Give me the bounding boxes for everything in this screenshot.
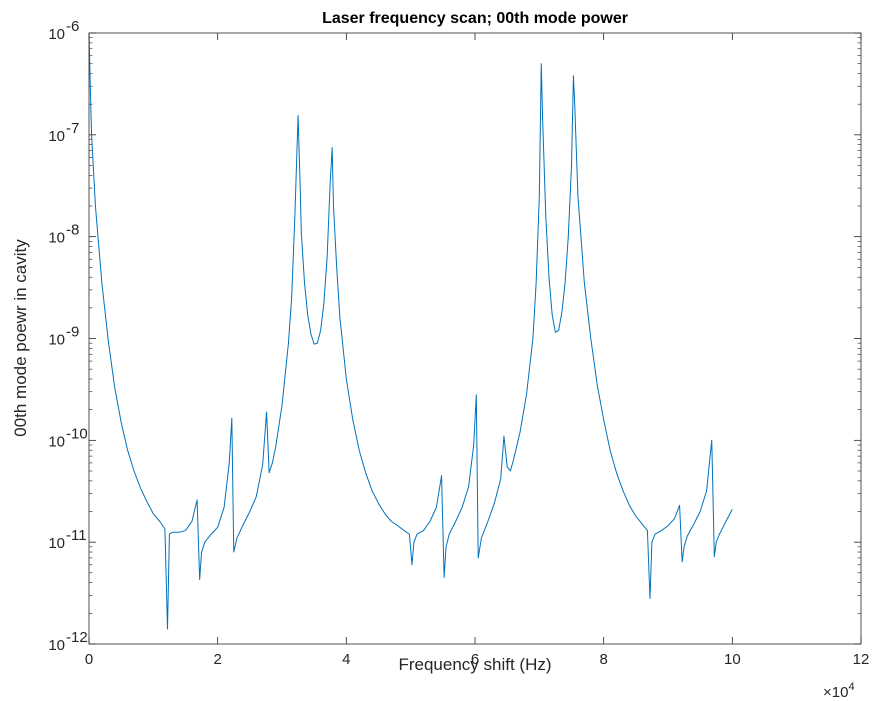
y-tick-label: 10: [48, 332, 65, 349]
x-tick-label: 2: [213, 651, 221, 668]
chart-title: Laser frequency scan; 00th mode power: [322, 10, 628, 27]
x-tick-label: 10: [724, 651, 741, 668]
series-line: [89, 33, 733, 630]
y-tick-exponent: -11: [66, 527, 87, 544]
x-axis-label: Frequency shift (Hz): [398, 655, 551, 674]
y-tick-exponent: -12: [66, 629, 88, 646]
y-tick-label: 10: [48, 637, 65, 654]
y-tick-label: 10: [48, 230, 65, 247]
x-tick-label: 6: [471, 651, 479, 668]
x-tick-label: 4: [342, 651, 350, 668]
y-tick-label: 10: [48, 535, 65, 552]
x-exponent-label: ×104: [823, 681, 855, 701]
x-tick-label: 8: [599, 651, 607, 668]
y-tick-exponent: -10: [66, 425, 88, 442]
x-tick-label: 0: [85, 651, 93, 668]
x-tick-label: 12: [853, 651, 870, 668]
y-tick-exponent: -7: [66, 120, 79, 137]
plot-area: [89, 33, 861, 644]
y-axis-label: 00th mode poewr in cavity: [11, 239, 30, 437]
y-tick-exponent: -6: [66, 18, 79, 35]
y-tick-exponent: -9: [66, 324, 79, 341]
y-tick-exponent: -8: [66, 222, 79, 239]
y-tick-label: 10: [48, 433, 65, 450]
x-axis: 0 2 4 6 8 10 12: [85, 33, 870, 668]
axes-box: [88, 32, 862, 645]
y-tick-label: 10: [48, 26, 65, 43]
y-tick-label: 10: [48, 128, 65, 145]
